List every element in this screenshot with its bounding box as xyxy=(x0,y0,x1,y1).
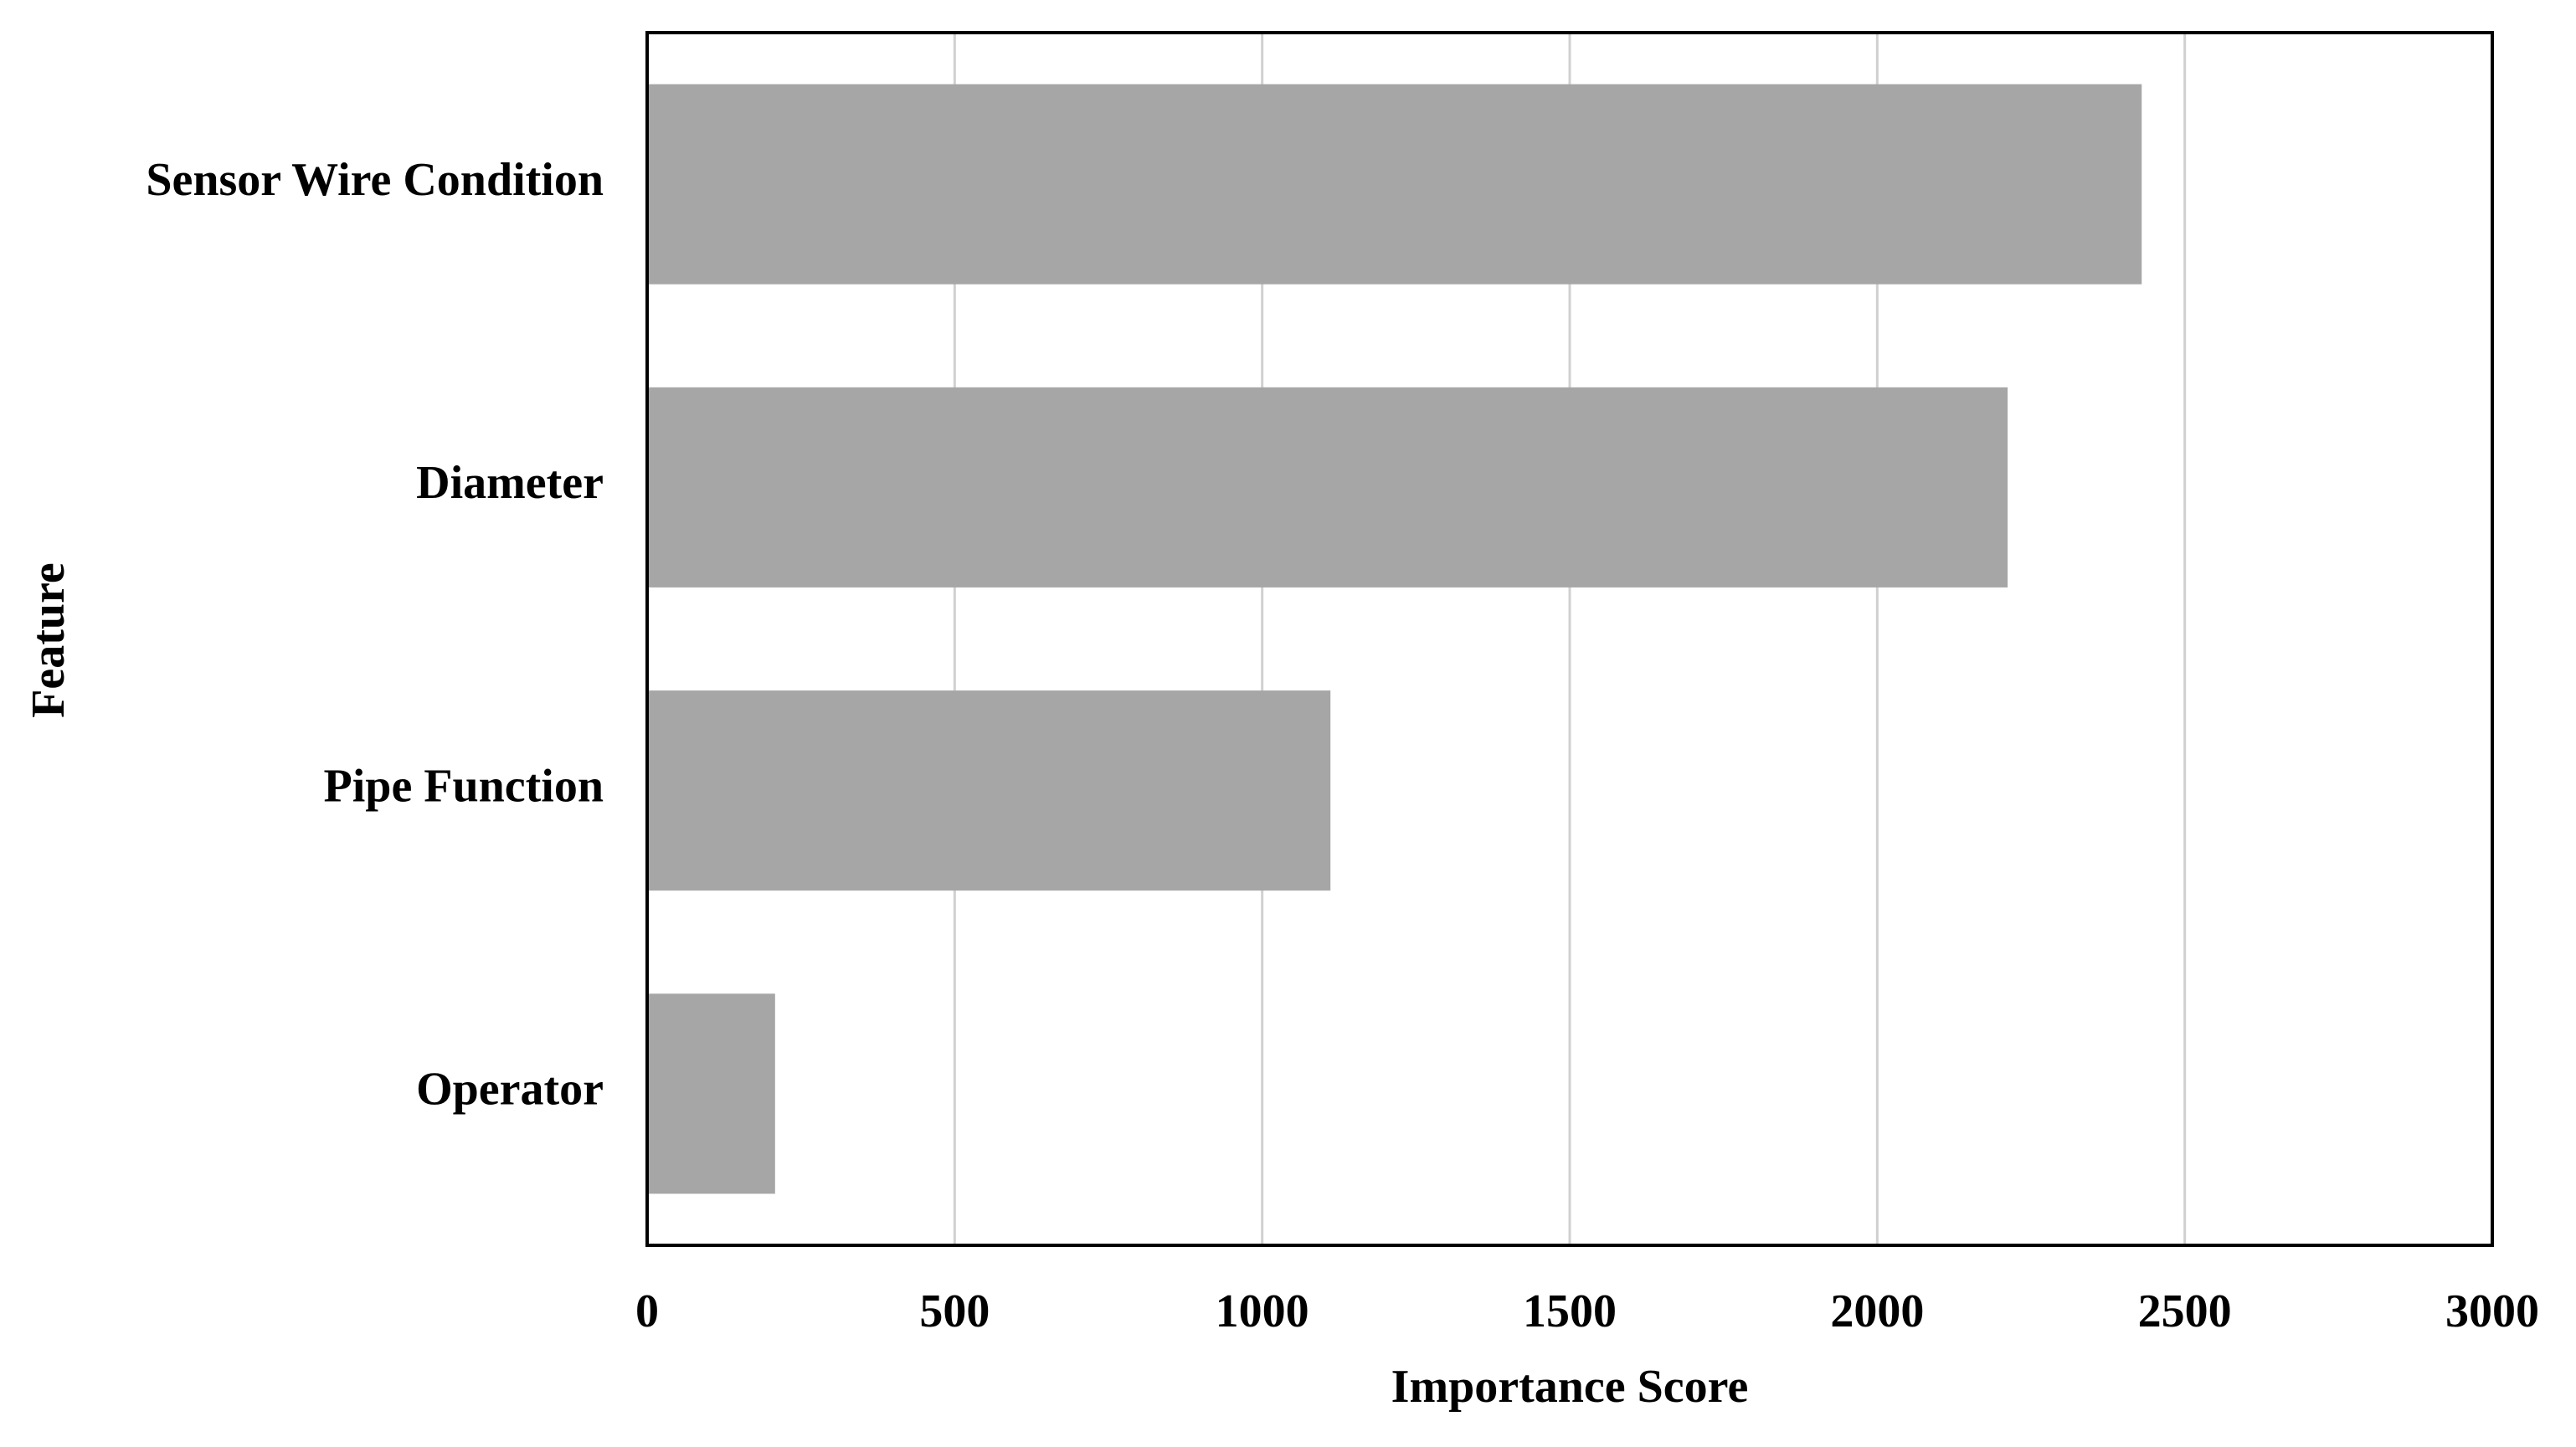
bar xyxy=(647,387,2008,588)
x-tick-label: 0 xyxy=(635,1285,659,1337)
x-tick-label: 2500 xyxy=(2138,1285,2232,1337)
x-tick-label: 1500 xyxy=(1523,1285,1617,1337)
x-tick-label: 500 xyxy=(919,1285,990,1337)
x-axis-title: Importance Score xyxy=(1391,1361,1749,1413)
x-tick-label: 2000 xyxy=(1830,1285,1924,1337)
bar xyxy=(647,690,1331,891)
y-axis-title: Feature xyxy=(23,562,75,718)
plot-frame xyxy=(645,31,2494,1247)
x-tick-label: 3000 xyxy=(2445,1285,2539,1337)
y-tick-label: Diameter xyxy=(416,457,604,509)
x-tick-label: 1000 xyxy=(1216,1285,1309,1337)
y-tick-label: Sensor Wire Condition xyxy=(146,154,604,206)
bar xyxy=(647,84,2142,285)
bar xyxy=(647,993,775,1194)
y-tick-label: Pipe Function xyxy=(324,760,604,812)
y-tick-label: Operator xyxy=(416,1064,604,1116)
